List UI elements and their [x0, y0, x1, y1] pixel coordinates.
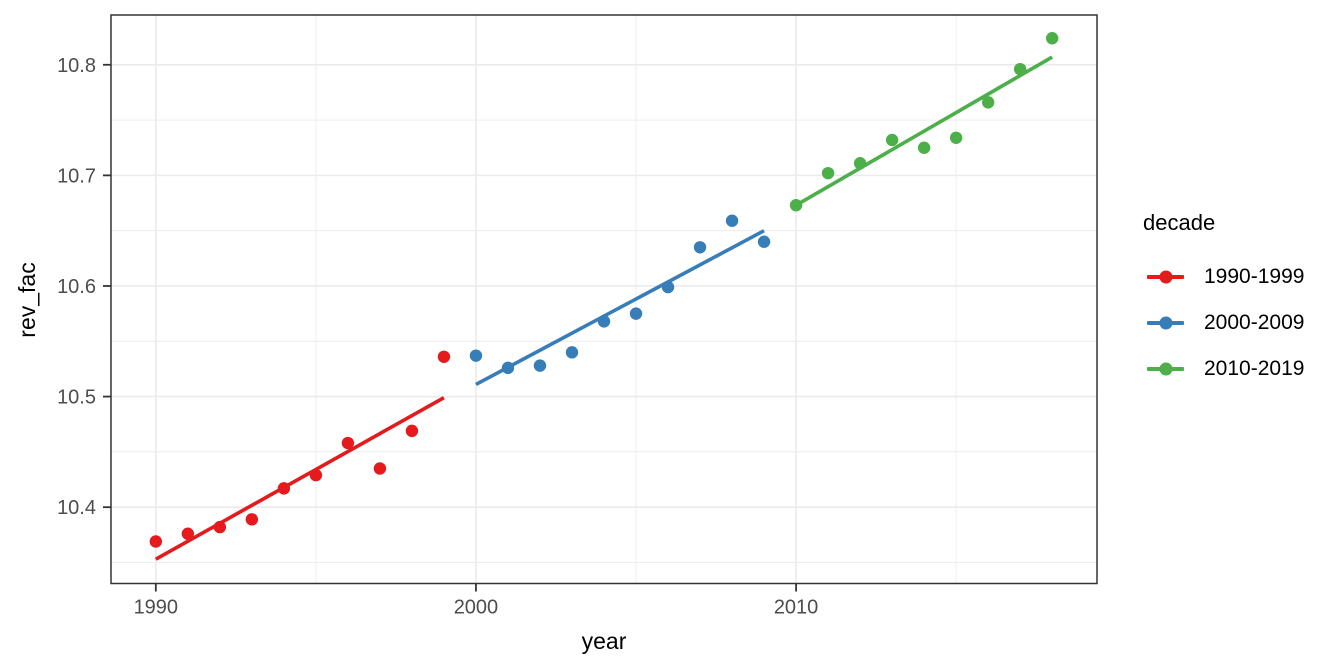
data-point	[405, 424, 419, 438]
legend-item-2000s: 2000-2009	[1143, 300, 1304, 346]
data-point	[213, 520, 227, 534]
data-point	[277, 482, 291, 495]
y-tick-label: 10.6	[57, 276, 96, 298]
legend-key-line-dot-icon	[1147, 314, 1184, 332]
trend-line	[154, 396, 445, 561]
data-point	[821, 166, 835, 180]
legend-key-dot	[1159, 362, 1172, 376]
legend-item-label: 2010-2019	[1204, 357, 1305, 380]
legend-key-line-dot-icon	[1147, 360, 1184, 378]
data-point	[789, 199, 803, 212]
legend-item-label: 1990-1999	[1204, 265, 1305, 288]
data-point	[373, 462, 387, 475]
data-point	[693, 241, 707, 254]
data-point	[757, 235, 771, 248]
data-point	[1045, 32, 1059, 45]
y-tick-label: 10.4	[57, 497, 96, 519]
data-point	[629, 307, 643, 320]
data-point	[501, 361, 515, 375]
legend-title: decade	[1143, 210, 1216, 235]
data-point	[341, 436, 355, 450]
data-point	[533, 359, 547, 372]
data-point	[661, 280, 675, 294]
legend: decade 1990-1999 2000-2009 2010-2019	[1143, 209, 1304, 392]
data-point	[981, 96, 995, 109]
data-point	[597, 315, 611, 328]
x-axis-title: year	[581, 628, 627, 654]
data-point	[309, 468, 323, 482]
legend-item-2010s: 2010-2019	[1143, 346, 1304, 392]
legend-key-dot	[1159, 316, 1172, 330]
data-point	[1013, 62, 1027, 76]
panel-border	[110, 14, 1098, 585]
data-point	[917, 141, 931, 154]
data-point	[469, 349, 483, 362]
data-point	[853, 157, 867, 170]
legend-key-dot	[1159, 270, 1172, 284]
y-tick-label: 10.7	[57, 165, 96, 187]
legend-key-line-dot-icon	[1147, 268, 1184, 286]
legend-item-label: 2000-2009	[1204, 311, 1305, 334]
data-point	[245, 513, 259, 526]
data-point	[181, 527, 195, 540]
x-tick-label: 1990	[134, 597, 179, 619]
data-point	[885, 133, 899, 147]
y-axis-title: rev_fac	[14, 262, 40, 338]
x-tick-label: 2010	[774, 597, 819, 619]
y-tick-label: 10.5	[57, 387, 96, 409]
data-point	[437, 350, 451, 363]
legend-item-1990s: 1990-1999	[1143, 254, 1304, 300]
y-tick-label: 10.8	[57, 55, 96, 77]
data-point	[149, 535, 163, 548]
data-point	[725, 214, 739, 227]
trend-line	[475, 229, 765, 387]
data-point	[565, 346, 579, 359]
trend-line	[795, 55, 1054, 207]
x-tick-label: 2000	[454, 597, 499, 619]
data-point	[949, 131, 963, 144]
panel-background	[111, 15, 1097, 584]
